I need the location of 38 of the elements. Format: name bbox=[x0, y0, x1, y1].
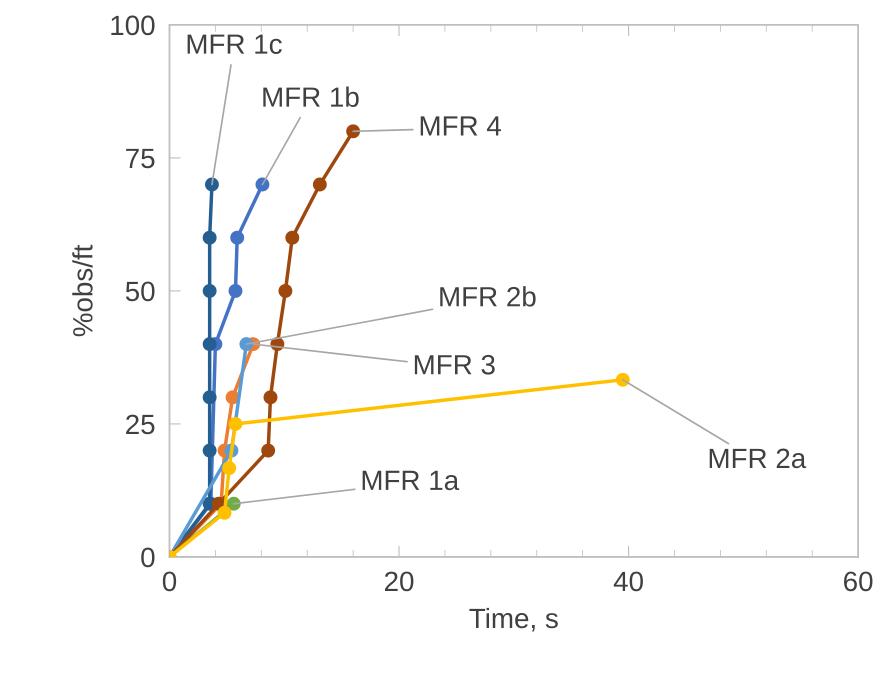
x-tick-label: 20 bbox=[384, 572, 414, 592]
point bbox=[205, 178, 219, 192]
x-tick-label: 60 bbox=[844, 572, 872, 592]
point bbox=[261, 444, 276, 458]
point bbox=[256, 178, 270, 192]
y-tick-label: 0 bbox=[141, 548, 155, 568]
y-tick-label: 75 bbox=[126, 148, 154, 168]
point bbox=[218, 506, 232, 520]
point bbox=[278, 284, 292, 298]
point bbox=[202, 390, 217, 404]
point bbox=[202, 337, 217, 352]
point bbox=[285, 230, 300, 245]
y-tick-label: 100 bbox=[111, 16, 155, 36]
text: MFR 2b bbox=[440, 286, 536, 307]
point bbox=[222, 461, 236, 476]
text: MFR 3 bbox=[414, 354, 495, 375]
text: MFR 1c bbox=[188, 34, 282, 54]
point bbox=[264, 390, 278, 404]
y-tick-label: 50 bbox=[126, 282, 155, 302]
text: MFR 4 bbox=[420, 116, 501, 136]
y-axis-title: %obs/ft bbox=[72, 244, 93, 336]
point bbox=[616, 372, 630, 387]
point bbox=[239, 337, 254, 352]
text: MFR 2a bbox=[710, 448, 806, 468]
point bbox=[202, 444, 217, 458]
point bbox=[228, 416, 242, 431]
text: MFR 1b bbox=[263, 86, 359, 107]
x-tick-label: 0 bbox=[162, 572, 176, 592]
text: MFR 1a bbox=[362, 470, 460, 490]
point bbox=[202, 284, 217, 298]
point bbox=[228, 284, 242, 298]
point bbox=[230, 230, 244, 245]
x-axis-title: Time, s bbox=[469, 608, 558, 632]
y-tick-label: 25 bbox=[126, 414, 154, 434]
point bbox=[202, 230, 217, 245]
point bbox=[312, 178, 327, 192]
x-tick-label: 40 bbox=[614, 572, 643, 592]
point bbox=[346, 124, 360, 138]
